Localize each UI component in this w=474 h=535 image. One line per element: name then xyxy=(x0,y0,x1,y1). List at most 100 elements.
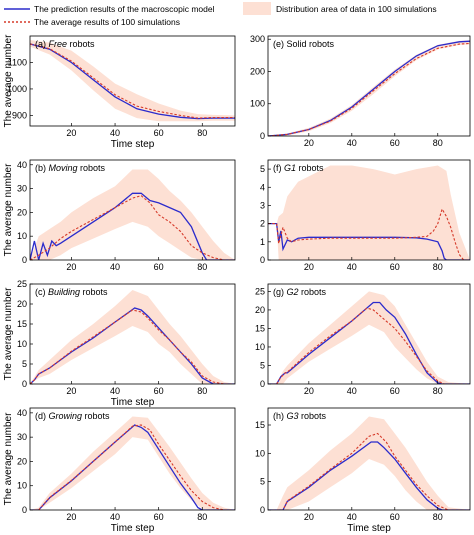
y-tick-label: 1000 xyxy=(7,84,27,94)
simulation-series-line xyxy=(30,43,235,119)
panel-title-italic: Free xyxy=(49,39,70,49)
y-tick-label: 5 xyxy=(22,359,27,369)
x-tick-label: 60 xyxy=(390,262,400,272)
model-series-line xyxy=(30,192,235,260)
distribution-band xyxy=(30,169,235,260)
panel-title-italic: Moving xyxy=(49,163,81,173)
x-tick-label: 60 xyxy=(154,386,164,396)
axes-frame xyxy=(29,283,236,385)
y-tick-label: 2 xyxy=(260,219,265,229)
panel-title-rest: robots xyxy=(85,411,111,421)
x-tick-label: 80 xyxy=(197,386,207,396)
plot-area xyxy=(30,169,235,260)
panel-title-rest: robots xyxy=(80,163,106,173)
model-series-line xyxy=(268,40,470,136)
x-tick-label: 40 xyxy=(110,128,120,138)
panel-title: (a) Free robots xyxy=(35,39,95,49)
panel-title-italic: G1 xyxy=(284,163,299,173)
y-tick-label: 30 xyxy=(17,432,27,442)
x-tick-label: 40 xyxy=(110,262,120,272)
x-tick-label: 40 xyxy=(347,512,357,522)
axes-frame xyxy=(29,35,236,127)
x-axis-label: Time step xyxy=(111,523,155,534)
x-tick-label: 40 xyxy=(110,512,120,522)
x-tick-label: 60 xyxy=(390,512,400,522)
panel-title-letter: (g) xyxy=(273,287,287,297)
y-tick-label: 0 xyxy=(260,505,265,515)
x-tick-label: 20 xyxy=(66,386,76,396)
y-tick-label: 4 xyxy=(260,182,265,192)
axes-frame xyxy=(267,283,471,385)
panel-title: (b) Moving robots xyxy=(35,163,106,173)
x-tick-label: 20 xyxy=(66,128,76,138)
x-tick-label: 20 xyxy=(304,138,314,148)
x-tick-label: 20 xyxy=(304,386,314,396)
panel-title-italic: G3 xyxy=(287,411,302,421)
y-tick-label: 300 xyxy=(250,34,265,44)
plot-area xyxy=(268,291,470,384)
y-tick-label: 900 xyxy=(12,110,27,120)
panel-title-italic: Growing xyxy=(49,411,85,421)
panel-title-letter: (h) xyxy=(273,411,287,421)
y-tick-label: 20 xyxy=(17,207,27,217)
y-tick-label: 0 xyxy=(260,131,265,141)
chart-panel-3: 20 40 60 80 0 1 2 3 4 5 (f) G1 robots xyxy=(260,159,471,272)
x-tick-label: 40 xyxy=(347,386,357,396)
y-tick-label: 0 xyxy=(22,379,27,389)
y-tick-label: 20 xyxy=(255,305,265,315)
legend-sim-label: The average results of 100 simulations xyxy=(34,17,180,27)
y-tick-label: 40 xyxy=(17,160,27,170)
panel-title: (f) G1 robots xyxy=(273,163,324,173)
x-tick-label: 80 xyxy=(433,138,443,148)
y-tick-label: 15 xyxy=(17,319,27,329)
x-axis-label: Time step xyxy=(111,397,155,408)
chart-panel-5: 20 40 60 80 0 5 10 15 20 25 (g) G2 robots xyxy=(255,283,471,396)
y-tick-label: 10 xyxy=(255,342,265,352)
simulation-series-line xyxy=(268,432,470,510)
panel-title-letter: (d) xyxy=(35,411,49,421)
y-tick-label: 20 xyxy=(17,299,27,309)
plot-area xyxy=(30,416,235,510)
panel-title-rest: robots xyxy=(299,163,325,173)
panel-title-rest: Solid robots xyxy=(287,39,335,49)
y-axis-label: The average number xyxy=(3,287,14,381)
distribution-band xyxy=(30,416,235,510)
y-tick-label: 1100 xyxy=(8,57,27,67)
x-tick-label: 80 xyxy=(197,128,207,138)
y-axis-label: The average number xyxy=(3,34,14,128)
simulation-series-line xyxy=(268,307,470,384)
panel-title-rest: robots xyxy=(301,287,327,297)
plot-area xyxy=(268,40,470,136)
y-axis-label: The average number xyxy=(3,412,14,506)
y-tick-label: 100 xyxy=(250,99,265,109)
distribution-band xyxy=(268,291,470,384)
x-tick-label: 40 xyxy=(347,138,357,148)
y-tick-label: 0 xyxy=(260,255,265,265)
y-tick-label: 10 xyxy=(255,448,265,458)
x-axis-label: Time step xyxy=(347,523,391,534)
legend-model-label: The prediction results of the macroscopi… xyxy=(34,4,215,14)
distribution-band xyxy=(268,165,470,260)
x-axis-label: Time step xyxy=(111,139,155,150)
y-tick-label: 15 xyxy=(255,420,265,430)
plot-area xyxy=(268,165,470,260)
axes-frame xyxy=(29,159,236,261)
panel-title-letter: (b) xyxy=(35,163,49,173)
x-tick-label: 40 xyxy=(347,262,357,272)
legend-band-label: Distribution area of data in 100 simulat… xyxy=(276,4,437,14)
x-tick-label: 80 xyxy=(433,262,443,272)
panel-title: (h) G3 robots xyxy=(273,411,327,421)
legend-band-swatch xyxy=(243,2,271,15)
panel-title-italic: Building xyxy=(48,287,83,297)
x-tick-label: 20 xyxy=(304,512,314,522)
distribution-band xyxy=(268,40,470,136)
panel-title-italic: G2 xyxy=(287,287,302,297)
y-tick-label: 10 xyxy=(17,481,27,491)
panel-title-letter: (f) xyxy=(273,163,284,173)
axes-frame xyxy=(267,407,471,511)
plot-area xyxy=(30,290,235,384)
panel-title: (d) Growing robots xyxy=(35,411,110,421)
distribution-band xyxy=(30,290,235,384)
x-tick-label: 80 xyxy=(433,386,443,396)
